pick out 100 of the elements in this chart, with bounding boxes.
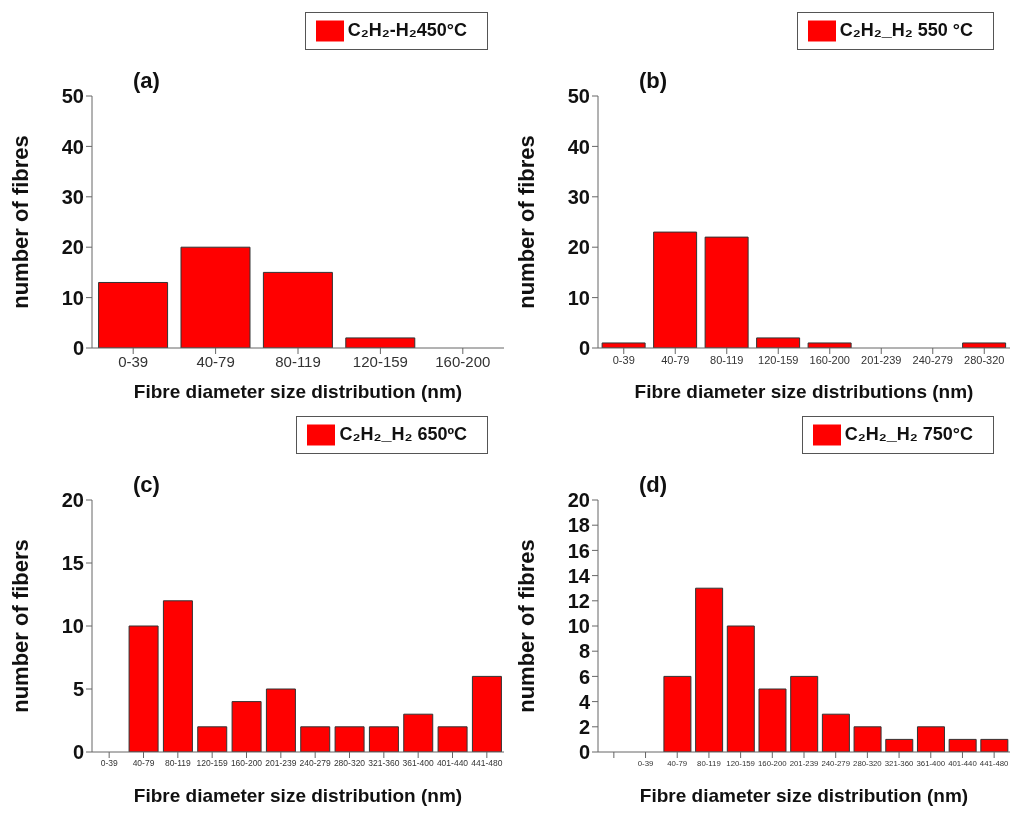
x-tick-label: 240-279: [299, 758, 332, 769]
bar: [334, 726, 365, 752]
bar: [437, 726, 468, 752]
bar: [262, 271, 333, 348]
bar: [948, 738, 977, 752]
bar: [368, 726, 399, 752]
y-tick-label: 0: [72, 741, 84, 764]
legend-label: C₂H₂_H₂ 550 °C: [839, 19, 973, 40]
chart-title: (c): [133, 472, 160, 498]
bar: [695, 587, 724, 752]
x-tick-label: 160-200: [809, 353, 850, 366]
bar: [98, 281, 169, 348]
chart-title: (b): [639, 68, 668, 94]
bar: [756, 337, 801, 348]
y-tick-label: 50: [61, 85, 84, 108]
y-tick-label: 18: [567, 514, 590, 537]
bar: [853, 726, 882, 752]
y-tick-label: 50: [567, 85, 590, 108]
y-tick-label: 14: [567, 564, 591, 587]
x-tick-label: 0-39: [100, 758, 118, 769]
x-tick-label: 280-320: [333, 758, 366, 769]
x-tick-label: 441-480: [471, 758, 503, 769]
y-tick-label: 12: [567, 589, 590, 612]
bar: [758, 688, 787, 752]
bar: [885, 738, 914, 752]
x-tick-label: 401-440: [436, 758, 469, 769]
x-axis-title: Fibre diameter size distribution (nm): [133, 785, 463, 806]
y-axis-title: number of fibres: [7, 135, 33, 309]
y-tick-label: 4: [578, 690, 591, 713]
bar: [471, 675, 502, 752]
bar: [726, 625, 755, 752]
bar: [807, 342, 852, 348]
y-tick-label: 30: [61, 185, 84, 208]
y-tick-label: 10: [61, 615, 84, 638]
bar: [180, 246, 251, 348]
y-tick-label: 0: [578, 741, 590, 764]
y-tick-label: 8: [578, 640, 590, 663]
y-tick-label: 30: [567, 185, 590, 208]
y-axis-title: number of fibres: [513, 135, 539, 309]
x-tick-label: 201-239: [861, 353, 902, 366]
x-tick-label: 0-39: [612, 353, 635, 366]
y-tick-label: 40: [567, 135, 590, 158]
y-axis-title: number of fibres: [513, 539, 539, 713]
bar: [231, 701, 262, 752]
legend-label: C₂H₂-H₂450°C: [347, 19, 467, 40]
y-tick-label: 16: [567, 539, 590, 562]
y-tick-label: 0: [72, 337, 84, 360]
bar: [162, 600, 193, 752]
y-tick-label: 2: [578, 715, 590, 738]
bar: [962, 342, 1007, 348]
x-axis-title: Fibre diameter size distributions (nm): [634, 381, 974, 402]
y-tick-label: 10: [567, 286, 590, 309]
bar: [653, 231, 698, 348]
x-tick-label: 160-200: [230, 758, 263, 769]
bar: [790, 675, 819, 752]
x-tick-label: 120-159: [758, 353, 799, 366]
bar: [403, 713, 434, 752]
bar: [300, 726, 331, 752]
y-tick-label: 10: [61, 286, 84, 309]
y-tick-label: 10: [567, 615, 590, 638]
bar: [128, 625, 159, 752]
bar: [704, 236, 749, 348]
x-tick-label: 361-400: [402, 758, 435, 769]
y-tick-label: 5: [72, 678, 84, 701]
x-tick-label: 240-279: [912, 353, 953, 366]
x-axis-title: Fibre diameter size distribution (nm): [639, 785, 969, 806]
y-tick-label: 6: [578, 665, 590, 688]
x-tick-label: 280-320: [964, 353, 1005, 366]
y-tick-label: 20: [61, 489, 84, 512]
bar: [345, 337, 416, 348]
bar: [663, 675, 692, 752]
bar: [980, 738, 1009, 752]
x-tick-label: 80-119: [275, 352, 321, 370]
bar: [265, 688, 296, 752]
bar: [197, 726, 228, 752]
bar: [601, 342, 646, 348]
y-tick-label: 20: [61, 236, 84, 259]
bar: [916, 726, 945, 752]
y-tick-label: 40: [61, 135, 84, 158]
x-tick-label: 120-159: [352, 352, 408, 370]
x-tick-label: 201-239: [265, 758, 297, 769]
y-axis-title: number of fibers: [7, 539, 33, 713]
chart-title: (d): [639, 472, 668, 498]
x-tick-label: 321-360: [368, 758, 400, 769]
x-tick-label: 80-119: [164, 758, 192, 769]
bar: [821, 713, 850, 752]
x-axis-title: Fibre diameter size distribution (nm): [133, 381, 463, 402]
x-tick-label: 40-79: [132, 758, 155, 769]
y-tick-label: 20: [567, 236, 590, 259]
legend-label: C₂H₂_H₂ 750°C: [844, 423, 973, 444]
x-tick-label: 160-200: [435, 352, 491, 370]
y-tick-label: 15: [61, 552, 84, 575]
y-tick-label: 20: [567, 489, 590, 512]
x-tick-label: 40-79: [196, 352, 235, 370]
legend-label: C₂H₂_H₂ 650ºC: [339, 423, 467, 444]
y-tick-label: 0: [578, 337, 590, 360]
chart-title: (a): [133, 68, 160, 94]
x-tick-label: 40-79: [661, 353, 690, 366]
x-tick-label: 0-39: [118, 352, 149, 370]
x-tick-label: 120-159: [196, 758, 229, 769]
